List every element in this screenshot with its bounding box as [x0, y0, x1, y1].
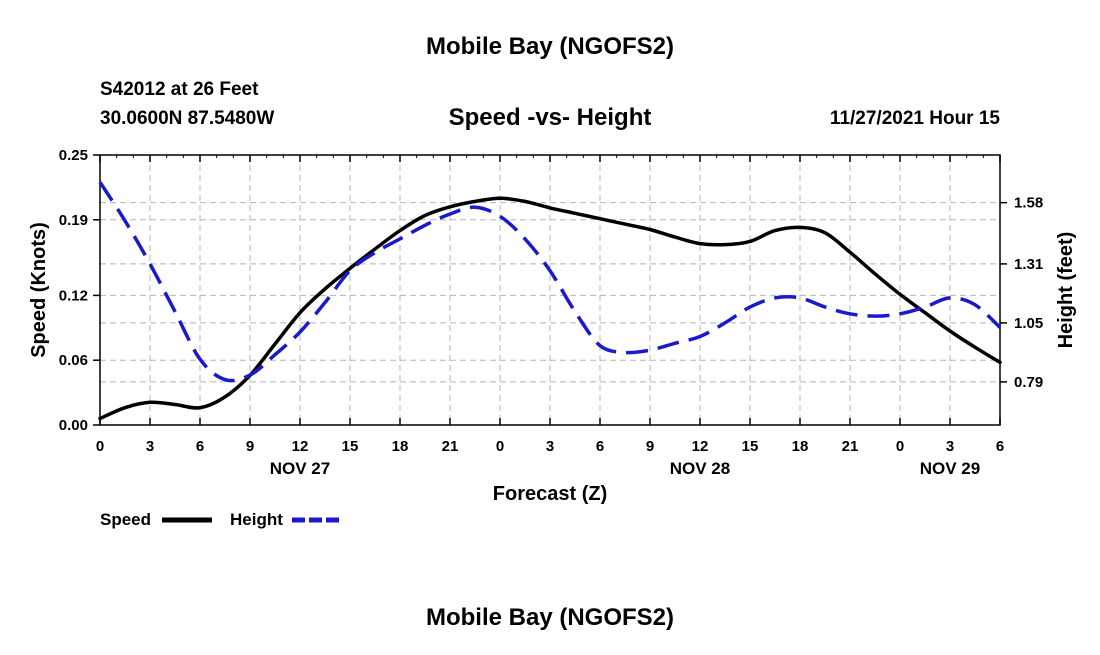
x-tick-label: 3	[146, 438, 154, 455]
x-tick-label: 6	[196, 438, 204, 455]
y2-tick-label: 0.79	[1014, 374, 1043, 391]
x-tick-label: 0	[96, 438, 104, 455]
y2-tick-label: 1.31	[1014, 256, 1043, 273]
y-tick-label: 0.06	[59, 352, 88, 369]
plot-frame	[99, 154, 1001, 426]
y-tick-label: 0.19	[59, 212, 88, 229]
y2-tick-label: 1.58	[1014, 195, 1043, 212]
station-coords: 30.0600N 87.5480W	[100, 108, 274, 129]
x-tick-label: 9	[646, 438, 654, 455]
x-tick-label: 6	[596, 438, 604, 455]
station-label: S42012 at 26 Feet	[100, 79, 259, 100]
x-tick-label: 15	[342, 438, 359, 455]
y2-axis-label: Height (feet)	[1055, 232, 1077, 349]
x-tick-label: 0	[496, 438, 504, 455]
legend-height-label: Height	[230, 510, 283, 529]
x-tick-label: 0	[896, 438, 904, 455]
forecast-datetime: 11/27/2021 Hour 15	[830, 108, 1000, 129]
bottom-chart-title: Mobile Bay (NGOFS2)	[426, 604, 674, 631]
x-tick-label: 3	[946, 438, 954, 455]
date-label: NOV 28	[670, 459, 730, 478]
date-label: NOV 27	[270, 459, 330, 478]
grid-lines	[100, 155, 1000, 425]
x-tick-label: 15	[742, 438, 759, 455]
x-tick-label: 21	[442, 438, 459, 455]
y-tick-label: 0.00	[59, 417, 88, 434]
x-tick-label: 6	[996, 438, 1004, 455]
y-tick-label: 0.25	[59, 147, 88, 164]
x-tick-label: 21	[842, 438, 859, 455]
legend-speed-label: Speed	[100, 510, 151, 529]
x-tick-label: 18	[392, 438, 409, 455]
x-axis-label: Forecast (Z)	[493, 483, 607, 505]
y-axis-label: Speed (Knots)	[28, 222, 50, 358]
x-tick-label: 9	[246, 438, 254, 455]
y2-tick-labels: 0.79 1.05 1.31 1.58	[1014, 195, 1043, 391]
y-tick-labels: 0.00 0.06 0.12 0.19 0.25	[59, 147, 88, 434]
x-tick-label: 3	[546, 438, 554, 455]
chart-title: Mobile Bay (NGOFS2)	[426, 33, 674, 60]
x-tick-label: 12	[292, 438, 309, 455]
x-tick-labels: 0 3 6 9 12 15 18 21 0 3 6 9 12 15 18 21 0 3 6	[96, 438, 1004, 455]
date-labels: NOV 27 NOV 28 NOV 29	[270, 459, 980, 478]
y2-tick-label: 1.05	[1014, 315, 1043, 332]
chart-subtitle: Speed -vs- Height	[449, 104, 652, 131]
x-tick-label: 12	[692, 438, 709, 455]
date-label: NOV 29	[920, 459, 980, 478]
x-tick-label: 18	[792, 438, 809, 455]
y-tick-label: 0.12	[59, 287, 88, 304]
height-series-line	[98, 181, 1002, 383]
legend: Speed Height	[100, 510, 342, 529]
